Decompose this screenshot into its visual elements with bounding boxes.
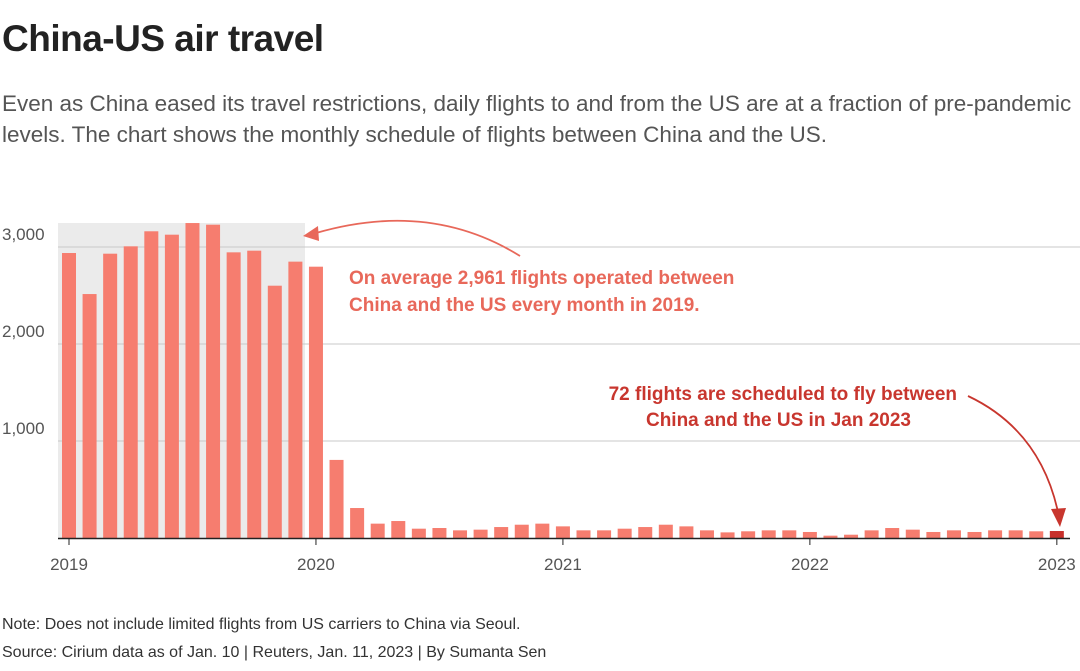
bar-jun-2019 — [164, 234, 179, 538]
bar-sep-2022 — [967, 531, 982, 538]
arrowhead-icon — [1051, 508, 1066, 527]
annotation-2023-line1: 72 flights are scheduled to fly between — [609, 384, 957, 405]
x-tick-label: 2023 — [1038, 555, 1076, 574]
bar-chart: 1,000 2,000 3,000 2019 2020 2021 2022 2023 On … — [2, 219, 1080, 574]
bar-mar-2022 — [844, 534, 859, 538]
shade-2019 — [58, 223, 305, 538]
bar-jul-2020 — [432, 528, 447, 538]
bar-oct-2020 — [494, 527, 509, 538]
bar-nov-2021 — [761, 530, 776, 538]
bar-jul-2021 — [679, 526, 694, 538]
annotation-2019-line2: China and the US every month in 2019. — [349, 295, 700, 316]
bar-dec-2020 — [535, 523, 550, 538]
bar-jan-2021 — [555, 526, 570, 538]
x-tick-label: 2019 — [50, 555, 88, 574]
bar-may-2020 — [391, 521, 406, 538]
bar-aug-2022 — [946, 530, 961, 538]
bar-dec-2019 — [288, 261, 303, 538]
annotation-arrow-2019 — [315, 219, 521, 257]
x-tick-label: 2020 — [297, 555, 335, 574]
bar-jan-2023 — [1049, 531, 1064, 538]
bar-mar-2020 — [350, 508, 365, 538]
bar-mar-2021 — [597, 530, 612, 538]
bar-jan-2019 — [62, 253, 76, 538]
bar-dec-2022 — [1029, 531, 1044, 538]
bar-feb-2019 — [82, 294, 97, 538]
bar-oct-2022 — [988, 530, 1003, 538]
bar-dec-2021 — [782, 530, 797, 538]
annotation-2019-line1: On average 2,961 flights operated betwee… — [349, 268, 734, 289]
chart-subtitle: Even as China eased its travel restricti… — [2, 91, 1072, 147]
bar-may-2021 — [638, 527, 653, 538]
bar-sep-2020 — [473, 529, 488, 538]
bar-oct-2019 — [247, 250, 262, 538]
bar-nov-2022 — [1008, 530, 1023, 538]
chart-title: China-US air travel — [2, 18, 324, 59]
annotation-arrow-2023 — [967, 395, 1059, 513]
bar-nov-2020 — [514, 524, 529, 538]
source-line: Source: Cirium data as of Jan. 10 | Reut… — [2, 644, 547, 661]
bar-may-2019 — [144, 231, 159, 538]
annotation-2023-line2: China and the US in Jan 2023 — [646, 410, 911, 431]
bar-sep-2021 — [720, 532, 735, 538]
bar-jan-2022 — [802, 531, 817, 538]
bar-jul-2019 — [185, 223, 200, 538]
bar-mar-2019 — [103, 253, 118, 538]
bar-feb-2022 — [823, 535, 838, 538]
bar-may-2022 — [885, 528, 900, 538]
bar-apr-2020 — [370, 523, 385, 538]
bar-jun-2021 — [658, 524, 673, 538]
bar-jan-2020 — [308, 266, 323, 538]
arrowhead-icon — [303, 226, 319, 241]
bar-jun-2020 — [411, 528, 426, 538]
bar-apr-2019 — [123, 246, 138, 539]
y-tick-label: 3,000 — [2, 225, 45, 244]
y-tick-label: 1,000 — [2, 419, 45, 438]
bar-nov-2019 — [267, 285, 282, 538]
bar-oct-2021 — [741, 531, 756, 538]
footnote: Note: Does not include limited flights f… — [2, 616, 521, 633]
bar-jun-2022 — [905, 529, 920, 538]
bar-aug-2019 — [206, 224, 221, 538]
bar-sep-2019 — [226, 252, 241, 538]
bar-apr-2021 — [617, 528, 632, 538]
bar-feb-2020 — [329, 459, 344, 538]
bar-aug-2020 — [453, 530, 468, 538]
x-tick-label: 2022 — [791, 555, 829, 574]
y-tick-label: 2,000 — [2, 322, 45, 341]
bar-apr-2022 — [864, 530, 879, 538]
x-tick-label: 2021 — [544, 555, 582, 574]
bar-aug-2021 — [699, 530, 714, 538]
bar-feb-2021 — [576, 530, 591, 538]
bar-jul-2022 — [926, 531, 941, 538]
